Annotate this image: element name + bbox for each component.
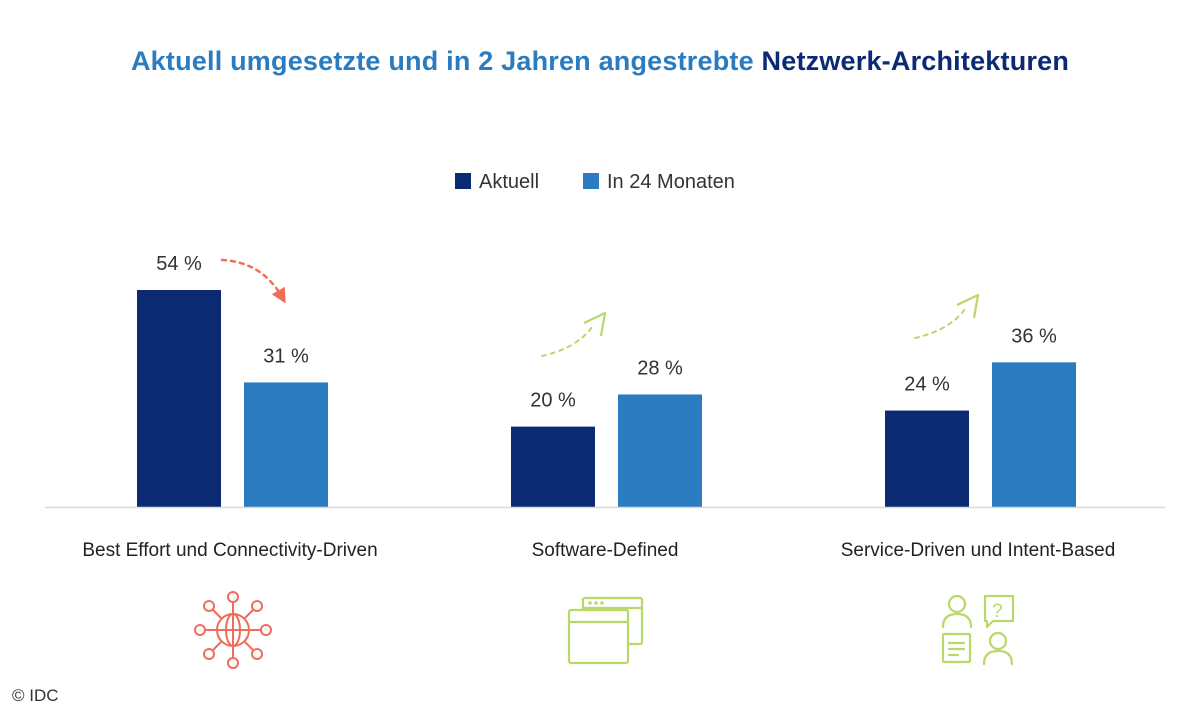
chart-title: Aktuell umgesetzte und in 2 Jahren anges… [0,46,1200,77]
trend-up-arrow [541,311,607,357]
value-label-aktuell-software-defined: 20 % [530,390,576,412]
trend-up-arrow [914,293,980,339]
copyright-credit: © IDC [12,686,59,705]
trend-arrows [220,258,980,357]
category-label-service-driven-und-intent-based: Service-Driven und Intent-Based [841,540,1116,561]
value-label-in-24-monaten-software-defined: 28 % [637,357,683,379]
bar-aktuell-best-effort-und-connectivity-driven [137,290,221,507]
legend-swatch-in-24-monaten [583,173,599,189]
bar-in-24-monaten-service-driven-und-intent-based [992,362,1076,507]
legend: Aktuell In 24 Monaten [455,171,735,193]
legend-label-aktuell: Aktuell [479,171,539,193]
category-labels: Best Effort und Connectivity-Driven Softw… [82,540,1115,561]
browser-windows-icon [567,596,644,665]
network-globe-icon [194,591,272,669]
chart-title-part2: Netzwerk-Architekturen [761,46,1070,76]
bars [137,290,1076,507]
trend-down-arrow [220,258,286,304]
bar-aktuell-service-driven-und-intent-based [885,410,969,507]
chart-title-part1: Aktuell umgesetzte und in 2 Jahren anges… [130,46,762,76]
value-labels: 54 % 31 % 20 % 28 % 24 % 36 % [156,253,1057,412]
value-label-aktuell-service-driven-und-intent-based: 24 % [904,374,950,396]
bar-aktuell-software-defined [511,426,595,507]
svg-text:?: ? [992,601,1003,622]
value-label-in-24-monaten-service-driven-und-intent-based: 36 % [1011,325,1057,347]
bar-in-24-monaten-best-effort-und-connectivity-driven [244,382,328,507]
support-chat-icon: ? [941,594,1015,666]
category-label-software-defined: Software-Defined [532,540,679,561]
bar-in-24-monaten-software-defined [618,394,702,507]
value-label-in-24-monaten-best-effort-und-connectivity-driven: 31 % [263,345,309,367]
legend-label-in-24-monaten: In 24 Monaten [607,171,735,193]
value-label-aktuell-best-effort-und-connectivity-driven: 54 % [156,253,202,275]
legend-swatch-aktuell [455,173,471,189]
category-label-best-effort-und-connectivity-driven: Best Effort und Connectivity-Driven [82,540,377,561]
